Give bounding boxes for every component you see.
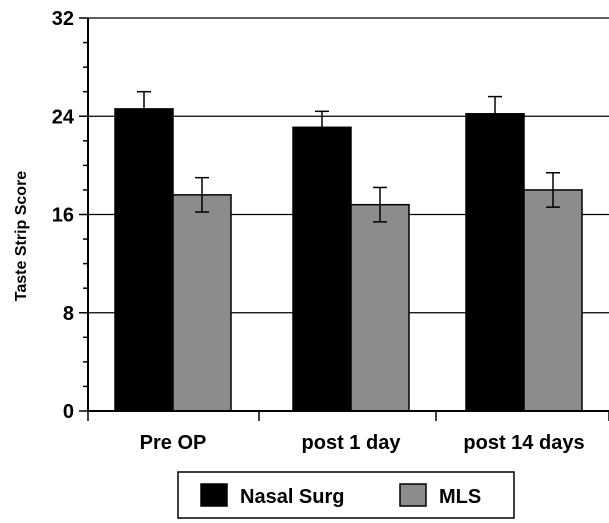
y-tick-labels: 0 8 16 24 32: [52, 8, 75, 423]
y-tick-label-0: 0: [63, 401, 74, 423]
bar-mls-post-1-day: [350, 203, 410, 412]
y-tick-label-24: 24: [52, 106, 75, 128]
legend-box: [177, 471, 515, 519]
legend-label: MLS: [439, 486, 481, 508]
error-bar: [546, 171, 560, 208]
error-bar: [315, 110, 329, 145]
legend-label: Nasal Surg: [240, 486, 344, 508]
legend-swatch: [399, 483, 427, 507]
bar-mls-post-14-days: [523, 189, 583, 412]
y-tick-label-8: 8: [63, 303, 74, 325]
bar-nasal-surg-pre-op: [114, 108, 174, 412]
bars: [114, 90, 583, 412]
x-category-label: post 14 days: [463, 432, 584, 454]
legend: Nasal Surg MLS: [177, 471, 515, 519]
error-bar: [488, 95, 502, 132]
y-axis-title: Taste Strip Score: [13, 171, 30, 302]
bar-nasal-surg-post-14-days: [465, 113, 525, 412]
bar-nasal-surg-post-1-day: [292, 126, 352, 412]
error-bar: [373, 186, 387, 223]
x-category-labels: Pre OP post 1 day post 14 days: [140, 432, 585, 454]
y-tick-label-32: 32: [52, 8, 74, 30]
y-tick-label-16: 16: [52, 205, 74, 227]
legend-swatch: [200, 483, 228, 507]
bar-mls-pre-op: [172, 194, 232, 412]
error-bar: [195, 176, 209, 213]
error-bar: [137, 90, 151, 127]
x-category-label: post 1 day: [302, 432, 402, 454]
axes: [79, 17, 609, 421]
x-category-label: Pre OP: [140, 432, 207, 454]
